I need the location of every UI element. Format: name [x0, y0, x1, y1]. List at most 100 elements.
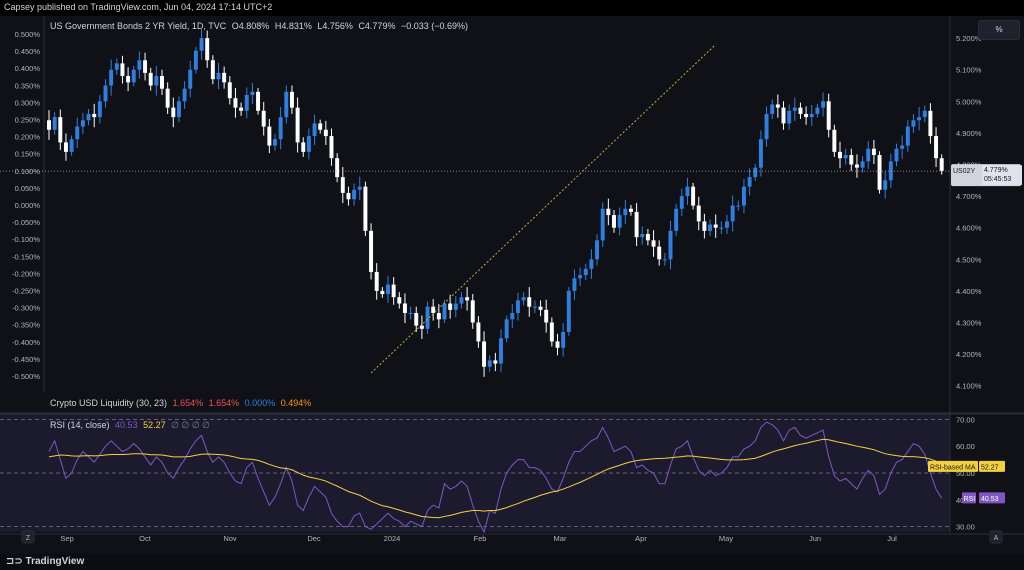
tradingview-logo[interactable]: ⊐⊃ TradingView [6, 556, 84, 567]
candle[interactable] [521, 297, 526, 301]
candle[interactable] [69, 139, 74, 152]
candle[interactable] [888, 161, 893, 181]
candle[interactable] [329, 136, 334, 159]
candle[interactable] [47, 120, 51, 130]
candle[interactable] [448, 303, 453, 310]
candle[interactable] [193, 50, 198, 70]
candle[interactable] [199, 38, 204, 51]
candle[interactable] [465, 297, 470, 301]
candle[interactable] [871, 148, 876, 156]
symbol-title[interactable]: US Government Bonds 2 YR Yield, 1D, TVC [50, 21, 227, 31]
candle[interactable] [928, 110, 933, 137]
candle[interactable] [719, 227, 724, 229]
candle[interactable] [284, 91, 289, 118]
indicator-name[interactable]: Crypto USD Liquidity (30, 23) [50, 398, 168, 408]
candle[interactable] [939, 158, 944, 171]
rsi-name[interactable]: RSI (14, close) [50, 420, 110, 430]
candle[interactable] [476, 322, 481, 342]
candle[interactable] [120, 63, 125, 77]
candle[interactable] [708, 224, 713, 231]
candle[interactable] [160, 76, 164, 89]
candle[interactable] [905, 126, 910, 146]
candle[interactable] [233, 98, 238, 108]
candle[interactable] [617, 215, 622, 228]
candle[interactable] [922, 110, 927, 118]
candle[interactable] [402, 303, 407, 314]
candle[interactable] [131, 69, 136, 83]
candle[interactable] [188, 69, 193, 89]
candle[interactable] [493, 360, 498, 364]
candle[interactable] [408, 313, 413, 315]
candle[interactable] [273, 139, 277, 146]
candle[interactable] [583, 268, 588, 276]
candle[interactable] [634, 211, 639, 238]
candle[interactable] [640, 234, 645, 238]
candle[interactable] [572, 278, 577, 291]
candle[interactable] [696, 205, 701, 222]
candle[interactable] [114, 63, 119, 70]
candle[interactable] [171, 107, 176, 118]
candle[interactable] [137, 60, 142, 70]
candle[interactable] [340, 177, 345, 193]
candle[interactable] [747, 177, 752, 187]
candle[interactable] [510, 313, 515, 320]
candle[interactable] [894, 148, 899, 162]
candle[interactable] [239, 107, 244, 111]
chart-canvas[interactable]: 5.200%5.100%5.000%4.900%4.800%4.700%4.60… [0, 16, 1024, 554]
candle[interactable] [589, 259, 594, 269]
candle[interactable] [58, 117, 63, 143]
candle[interactable] [318, 123, 323, 130]
candle[interactable] [549, 322, 554, 342]
percent-scale-button[interactable]: % [978, 20, 1020, 40]
candle[interactable] [459, 297, 464, 304]
candle[interactable] [357, 186, 362, 190]
candle[interactable] [815, 107, 820, 114]
candle[interactable] [843, 155, 848, 159]
candle[interactable] [917, 117, 922, 121]
candle[interactable] [482, 341, 487, 367]
candle[interactable] [244, 94, 249, 111]
candle[interactable] [419, 325, 424, 329]
candle[interactable] [821, 101, 826, 108]
candle[interactable] [227, 82, 232, 99]
candle[interactable] [75, 126, 80, 140]
candle[interactable] [301, 142, 306, 152]
candle[interactable] [323, 129, 328, 137]
trend-line[interactable] [370, 44, 717, 374]
candle[interactable] [787, 110, 792, 124]
rsi-line[interactable] [48, 421, 943, 534]
candle[interactable] [804, 113, 809, 118]
candle[interactable] [126, 76, 131, 83]
candle[interactable] [702, 221, 707, 231]
candle[interactable] [470, 300, 475, 323]
candle[interactable] [753, 167, 758, 178]
candle[interactable] [832, 129, 837, 152]
candle[interactable] [80, 120, 85, 127]
candle[interactable] [668, 230, 673, 260]
candle[interactable] [538, 306, 543, 310]
candle[interactable] [657, 246, 662, 260]
candle[interactable] [838, 151, 842, 159]
candle[interactable] [148, 72, 153, 86]
candle[interactable] [911, 120, 916, 127]
candle[interactable] [442, 303, 447, 320]
candle[interactable] [250, 91, 255, 95]
candle[interactable] [335, 158, 340, 178]
candle[interactable] [431, 306, 436, 314]
candle[interactable] [651, 240, 656, 247]
candle[interactable] [143, 60, 148, 73]
candle[interactable] [261, 110, 266, 127]
candle[interactable] [600, 208, 605, 241]
candle[interactable] [854, 164, 859, 168]
candle[interactable] [97, 101, 102, 118]
auto-scale-button[interactable] [989, 530, 1003, 544]
candle[interactable] [532, 306, 537, 308]
candle[interactable] [256, 91, 261, 111]
candle[interactable] [391, 284, 396, 298]
candle[interactable] [809, 113, 814, 118]
candle[interactable] [623, 208, 628, 216]
candle[interactable] [566, 290, 571, 332]
candle[interactable] [561, 331, 566, 348]
candle[interactable] [210, 60, 215, 80]
candle[interactable] [685, 186, 690, 197]
